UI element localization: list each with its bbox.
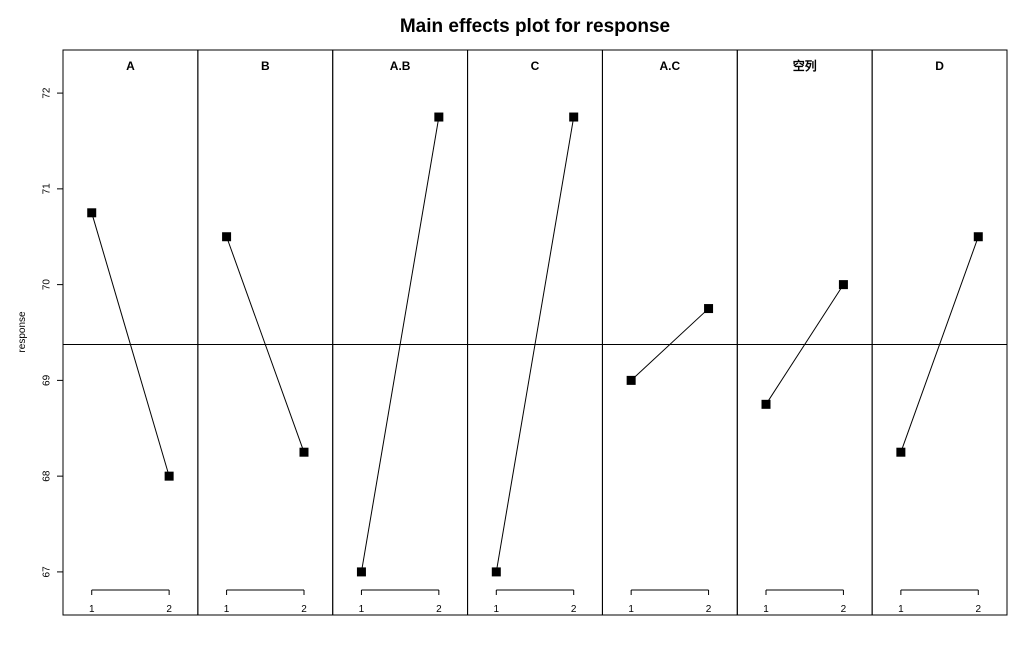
y-axis-label: response xyxy=(17,311,28,353)
point-0-0 xyxy=(87,208,97,218)
point-5-0 xyxy=(761,399,771,409)
panel-label-3: C xyxy=(531,59,540,73)
x-tick-label-2-1: 2 xyxy=(436,604,442,615)
panel-frame-3 xyxy=(467,49,603,616)
x-tick-label-3-0: 1 xyxy=(494,604,500,615)
panel-label-6: D xyxy=(935,59,944,73)
y-tick-label-2: 69 xyxy=(42,374,53,386)
chart-title: Main effects plot for response xyxy=(400,16,670,37)
point-1-0 xyxy=(222,232,232,242)
panel-0: A 1 2 xyxy=(62,49,199,616)
x-tick-label-4-1: 2 xyxy=(706,604,712,615)
panel-frame-5 xyxy=(736,49,873,616)
panel-frame-0 xyxy=(62,49,199,616)
effect-line-0 xyxy=(91,212,170,477)
y-tick-label-5: 72 xyxy=(42,87,53,99)
point-1-1 xyxy=(299,447,309,457)
y-tick-label-4: 71 xyxy=(42,183,53,195)
panel-frame-2 xyxy=(332,49,469,616)
panel-label-1: B xyxy=(261,59,270,73)
panel-2: A.B 1 2 xyxy=(332,49,469,616)
y-axis: 67 68 69 70 71 72 xyxy=(42,87,63,577)
point-5-1 xyxy=(838,280,848,290)
panel-4: A.C 1 2 xyxy=(601,49,738,616)
panel-label-0: A xyxy=(126,59,135,73)
effect-line-3 xyxy=(495,116,575,572)
point-3-0 xyxy=(491,567,501,577)
point-3-1 xyxy=(569,112,579,122)
x-tick-label-2-0: 1 xyxy=(359,604,365,615)
point-2-0 xyxy=(356,567,366,577)
effect-line-5 xyxy=(765,284,844,405)
effect-line-1 xyxy=(226,236,305,453)
panel-5: 空列 1 2 xyxy=(736,49,873,616)
panel-6: D 1 2 xyxy=(871,49,1008,616)
x-tick-label-0-0: 1 xyxy=(89,604,95,615)
panel-frame-1 xyxy=(197,49,334,616)
y-tick-label-1: 68 xyxy=(42,470,53,482)
x-tick-label-5-0: 1 xyxy=(763,604,769,615)
x-tick-label-1-1: 2 xyxy=(301,604,307,615)
x-tick-label-0-1: 2 xyxy=(166,604,172,615)
y-tick-label-0: 67 xyxy=(42,566,53,578)
x-tick-label-6-0: 1 xyxy=(898,604,904,615)
y-tick-label-3: 70 xyxy=(42,279,53,291)
point-4-1 xyxy=(704,304,714,314)
panel-frame-6 xyxy=(871,49,1008,616)
point-6-1 xyxy=(973,232,983,242)
x-tick-label-4-0: 1 xyxy=(628,604,634,615)
panel-1: B 1 2 xyxy=(197,49,334,616)
panel-label-5: 空列 xyxy=(793,58,817,73)
x-tick-label-3-1: 2 xyxy=(571,604,577,615)
panels: A 1 2 B 1 2 A.B 1 2 C 1 2 A.C 1 2 空列 1 2 D 1 2 xyxy=(62,49,1008,616)
point-0-1 xyxy=(164,471,174,481)
panel-frame-4 xyxy=(601,49,738,616)
x-tick-label-6-1: 2 xyxy=(975,604,981,615)
effect-line-2 xyxy=(360,116,440,572)
panel-label-4: A.C xyxy=(660,59,681,73)
x-tick-label-5-1: 2 xyxy=(841,604,847,615)
effect-line-6 xyxy=(900,236,979,453)
panel-3: C 1 2 xyxy=(467,49,603,616)
x-tick-label-1-0: 1 xyxy=(224,604,230,615)
panel-label-2: A.B xyxy=(390,59,411,73)
point-2-1 xyxy=(434,112,444,122)
effect-line-4 xyxy=(630,308,709,381)
point-4-0 xyxy=(626,375,636,385)
point-6-0 xyxy=(896,447,906,457)
